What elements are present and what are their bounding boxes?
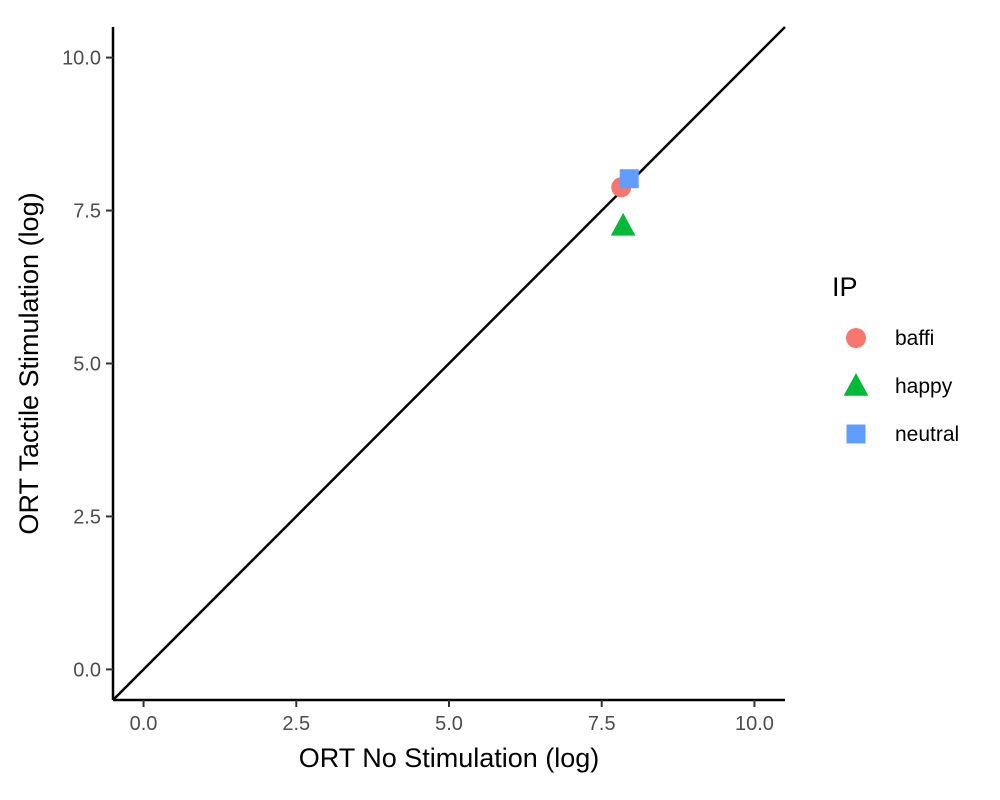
x-tick-label: 7.5	[588, 713, 616, 735]
x-axis-title: ORT No Stimulation (log)	[299, 743, 600, 773]
identity-reference-line	[112, 26, 786, 701]
legend-label-neutral: neutral	[895, 423, 959, 446]
legend-key-happy	[843, 373, 869, 396]
y-tick-label: 2.5	[73, 506, 101, 528]
legend-key-baffi	[846, 328, 866, 348]
x-tick-label: 0.0	[130, 713, 158, 735]
x-tick-label: 5.0	[435, 713, 463, 735]
y-axis-title: ORT Tactile Stimulation (log)	[14, 192, 44, 534]
y-tick-label: 7.5	[73, 201, 101, 223]
legend-key-neutral	[846, 424, 866, 444]
x-tick-label: 2.5	[282, 713, 310, 735]
legend-label-baffi: baffi	[895, 327, 934, 350]
points-layer	[610, 169, 639, 236]
y-tick-label: 5.0	[73, 354, 101, 376]
legend-label-happy: happy	[895, 375, 953, 398]
y-tick-label: 10.0	[62, 48, 101, 70]
y-tick-label: 0.0	[73, 659, 101, 681]
legend-title: IP	[832, 272, 858, 302]
point-happy	[610, 212, 636, 236]
legend-items: baffi happy neutral	[843, 327, 959, 446]
x-tick-label: 10.0	[735, 713, 774, 735]
ticks-layer: 0.0 2.5 5.0 7.5 10.0 0.0 2.5 5.0 7.5 10.0	[62, 48, 774, 735]
reference-line-layer	[112, 26, 786, 701]
legend: IP baffi happy neutral	[832, 272, 959, 446]
point-neutral	[619, 169, 639, 189]
